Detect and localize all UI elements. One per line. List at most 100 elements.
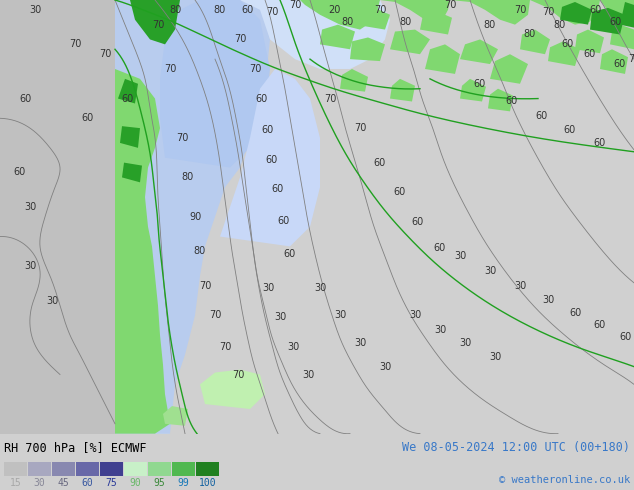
Polygon shape: [0, 0, 115, 434]
Text: 80: 80: [182, 172, 194, 182]
Text: 30: 30: [24, 202, 36, 212]
Text: 60: 60: [474, 79, 486, 89]
Polygon shape: [390, 79, 415, 101]
Text: 30: 30: [514, 281, 526, 291]
Text: 30: 30: [287, 342, 299, 352]
Text: 70: 70: [289, 0, 301, 10]
Polygon shape: [610, 24, 634, 49]
Polygon shape: [590, 8, 625, 34]
Text: 20: 20: [328, 5, 340, 15]
Text: 30: 30: [354, 338, 366, 348]
Polygon shape: [200, 369, 265, 409]
Polygon shape: [340, 69, 368, 92]
Polygon shape: [220, 69, 320, 246]
Polygon shape: [380, 0, 450, 24]
Text: © weatheronline.co.uk: © weatheronline.co.uk: [499, 475, 630, 485]
Polygon shape: [122, 163, 142, 182]
Text: RH 700 hPa [%] ECMWF: RH 700 hPa [%] ECMWF: [4, 441, 146, 454]
Text: 80: 80: [169, 5, 181, 15]
Polygon shape: [320, 24, 355, 49]
Bar: [196, 462, 219, 476]
Text: 100: 100: [198, 478, 216, 488]
Polygon shape: [118, 79, 138, 103]
Text: 30: 30: [334, 310, 346, 320]
Text: 80: 80: [194, 246, 206, 256]
Polygon shape: [350, 37, 385, 61]
Text: 70: 70: [324, 94, 336, 103]
Text: 30: 30: [454, 251, 466, 261]
Polygon shape: [163, 406, 188, 426]
Text: 70: 70: [234, 34, 246, 45]
Text: 70: 70: [152, 20, 164, 29]
Polygon shape: [490, 54, 528, 84]
Text: 60: 60: [82, 478, 93, 488]
Text: 70: 70: [176, 133, 188, 143]
Text: 30: 30: [34, 478, 46, 488]
Polygon shape: [420, 12, 452, 34]
Text: 70: 70: [232, 369, 244, 380]
Text: 30: 30: [489, 352, 501, 362]
Polygon shape: [115, 0, 270, 434]
Text: 60: 60: [122, 94, 134, 103]
Text: 30: 30: [434, 325, 446, 335]
Text: 70: 70: [249, 64, 261, 74]
Text: 60: 60: [242, 5, 254, 15]
Text: 60: 60: [584, 49, 596, 59]
Text: 70: 70: [164, 64, 176, 74]
Text: 30: 30: [459, 338, 471, 348]
Text: 80: 80: [342, 17, 354, 26]
Text: 80: 80: [214, 5, 226, 15]
Text: 80: 80: [554, 20, 566, 29]
Polygon shape: [460, 79, 486, 101]
Polygon shape: [620, 2, 634, 27]
Text: 60: 60: [594, 320, 606, 330]
Polygon shape: [460, 39, 498, 64]
Text: 90: 90: [129, 478, 141, 488]
Text: 30: 30: [24, 261, 36, 271]
Bar: [124, 462, 147, 476]
Text: 30: 30: [262, 283, 274, 293]
Polygon shape: [160, 0, 270, 168]
Polygon shape: [560, 2, 592, 24]
Polygon shape: [300, 0, 380, 29]
Polygon shape: [600, 0, 634, 22]
Text: 30: 30: [46, 295, 58, 306]
Text: 60: 60: [14, 168, 26, 177]
Polygon shape: [115, 69, 170, 434]
Text: 60: 60: [256, 94, 268, 103]
Text: 99: 99: [178, 478, 190, 488]
Text: 70: 70: [514, 5, 526, 15]
Text: 80: 80: [399, 17, 411, 26]
Text: 60: 60: [284, 249, 296, 259]
Polygon shape: [530, 0, 600, 24]
Bar: [28, 462, 51, 476]
Bar: [148, 462, 171, 476]
Text: 60: 60: [434, 244, 446, 253]
Text: 70: 70: [374, 5, 386, 15]
Text: 60: 60: [271, 184, 283, 194]
Text: 30: 30: [314, 283, 326, 293]
Text: 70: 70: [199, 281, 211, 291]
Polygon shape: [115, 0, 230, 434]
Text: 60: 60: [82, 113, 94, 123]
Text: 45: 45: [58, 478, 69, 488]
Bar: [76, 462, 99, 476]
Text: 70: 70: [542, 7, 554, 17]
Text: 70: 70: [69, 39, 81, 49]
Polygon shape: [200, 0, 390, 69]
Text: 30: 30: [542, 294, 554, 305]
Text: 30: 30: [409, 310, 421, 320]
Text: 60: 60: [536, 111, 548, 122]
Text: 60: 60: [562, 39, 574, 49]
Bar: [4, 462, 27, 476]
Text: 60: 60: [266, 155, 278, 165]
Text: 60: 60: [619, 332, 631, 342]
Text: 70: 70: [99, 49, 111, 59]
Text: 80: 80: [524, 29, 536, 40]
Text: 60: 60: [412, 217, 424, 227]
Polygon shape: [520, 29, 550, 54]
Text: 70: 70: [444, 0, 456, 10]
Text: 60: 60: [19, 94, 31, 103]
Text: 60: 60: [589, 5, 601, 15]
Text: 70: 70: [219, 342, 231, 352]
